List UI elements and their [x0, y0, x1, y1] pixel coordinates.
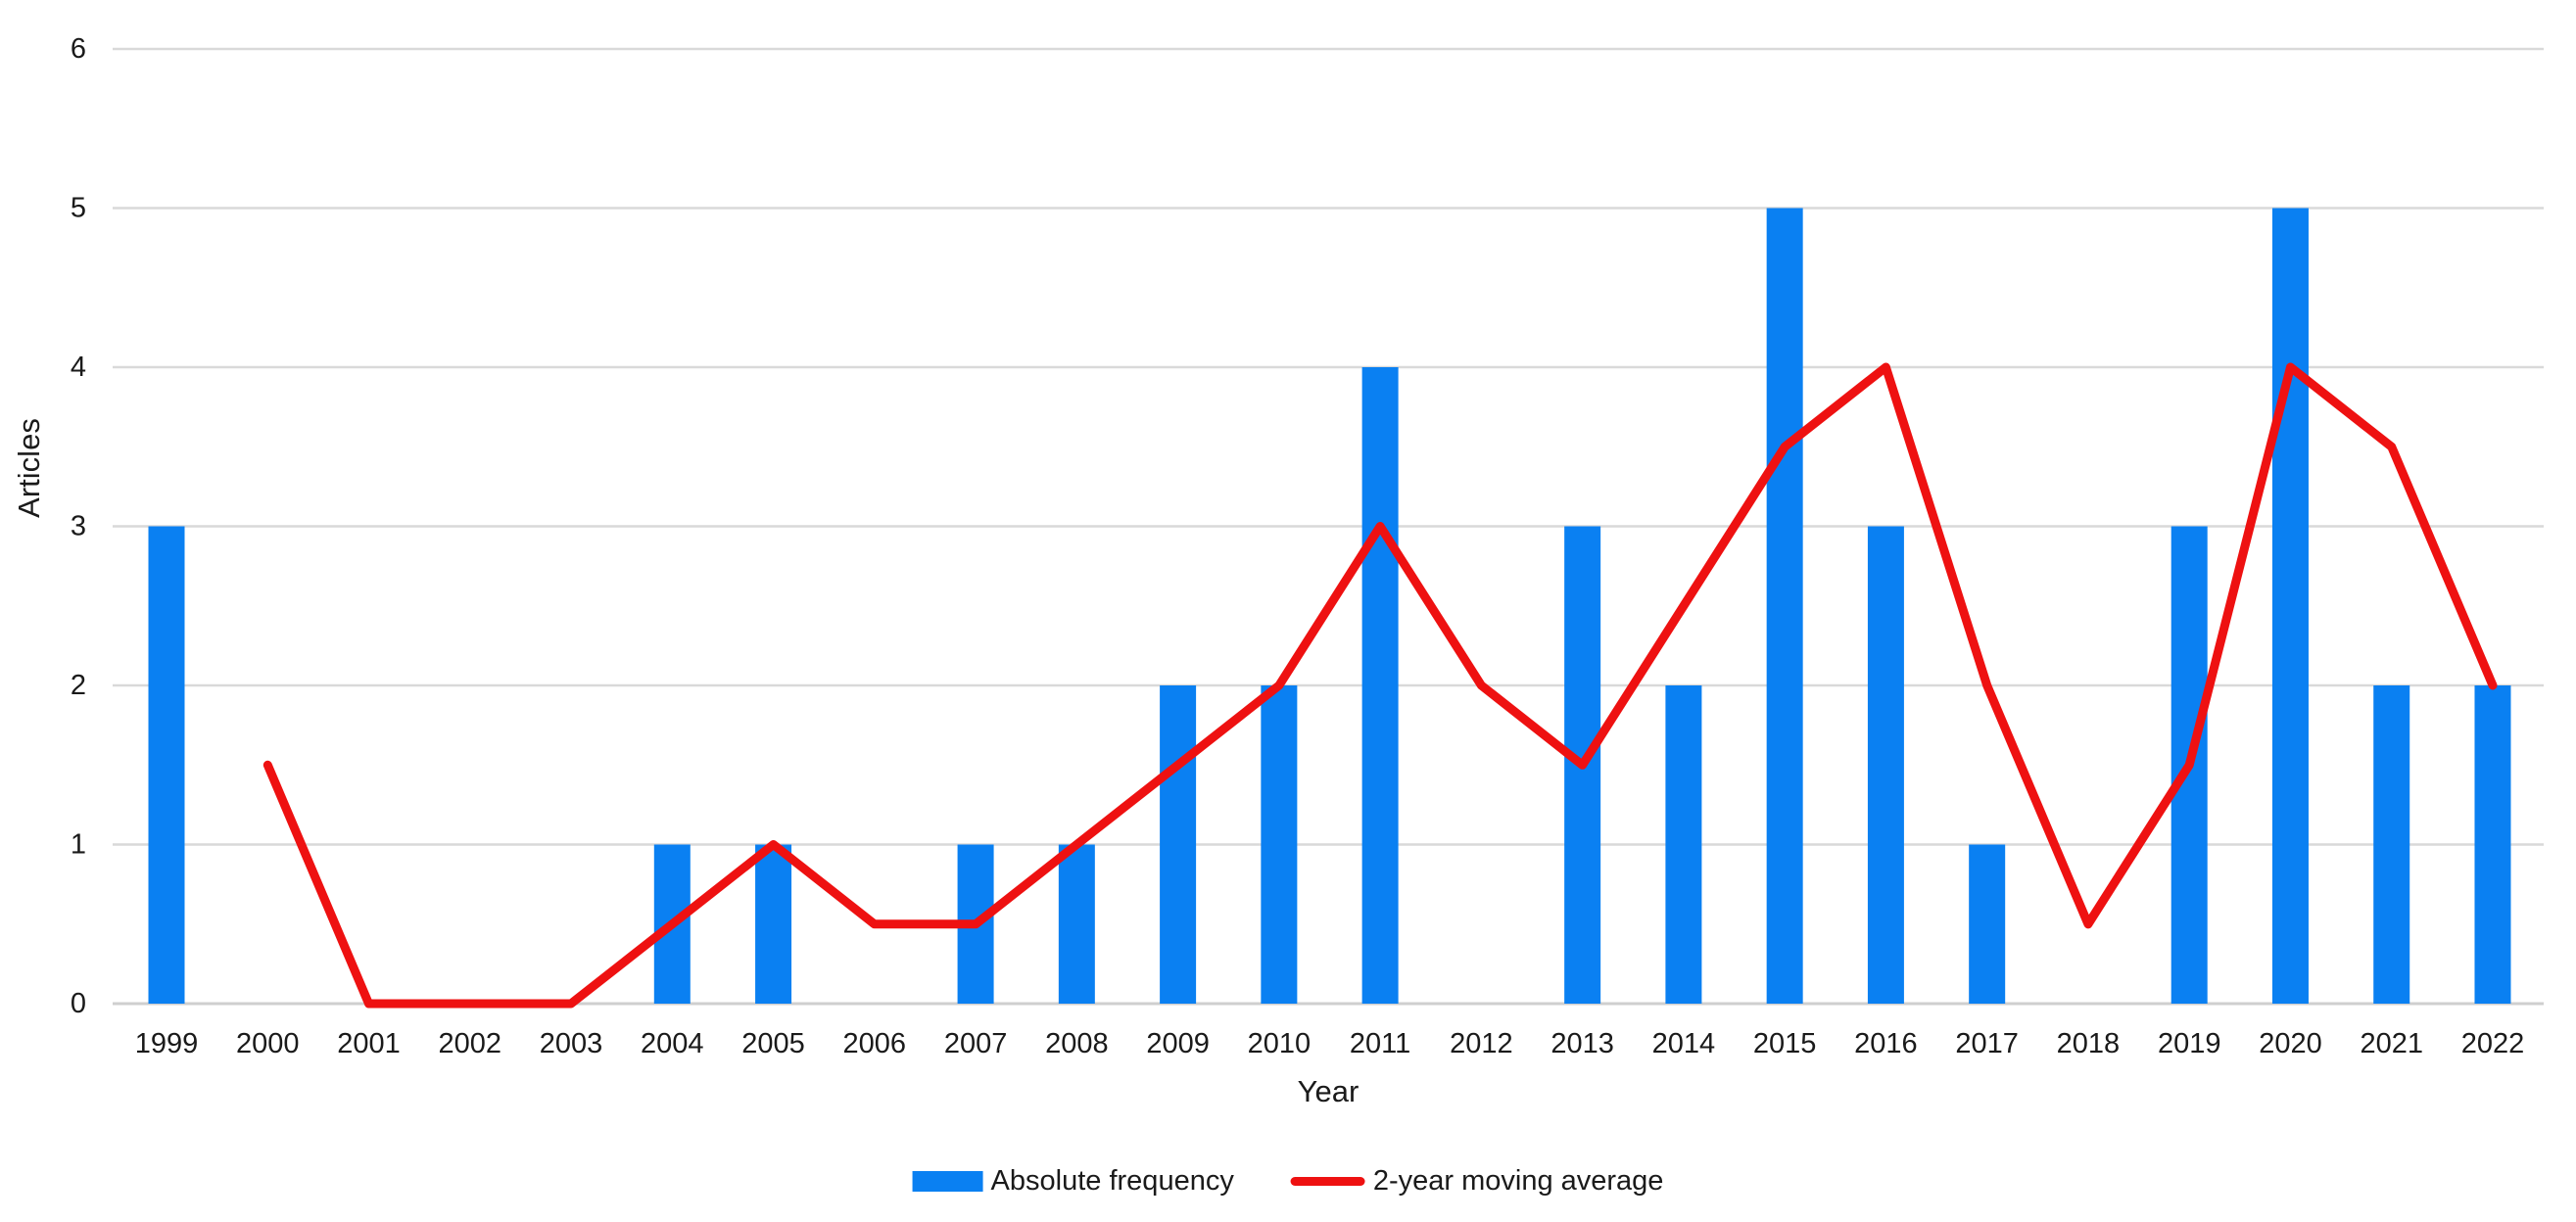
x-tick-label: 2014: [1652, 1028, 1716, 1059]
bar: [1665, 685, 1702, 1004]
bar-series: [148, 208, 2511, 1004]
x-tick-label: 2001: [337, 1028, 401, 1059]
bar: [148, 526, 185, 1004]
bar: [1867, 526, 1904, 1004]
y-tick-label: 0: [71, 988, 86, 1019]
x-tick-label: 2008: [1045, 1028, 1109, 1059]
x-tick-label: 2007: [944, 1028, 1008, 1059]
x-tick-label: 2004: [641, 1028, 704, 1059]
legend-label: Absolute frequency: [990, 1165, 1234, 1197]
gridlines: [113, 47, 2544, 1006]
line-series-swatch: [1290, 1177, 1365, 1186]
y-tick-label: 1: [71, 829, 86, 861]
x-tick-label: 2013: [1550, 1028, 1614, 1059]
legend-item-moving-average: 2-year moving average: [1290, 1165, 1664, 1198]
bar: [1058, 844, 1095, 1004]
y-axis-tick-labels: 0 1 2 3 4 5 6: [71, 33, 86, 1019]
x-tick-label: 2022: [2461, 1028, 2525, 1059]
y-tick-label: 4: [71, 352, 86, 383]
y-axis-title: Articles: [12, 418, 46, 518]
bar-series-swatch: [912, 1171, 983, 1192]
legend-label: 2-year moving average: [1372, 1165, 1664, 1197]
bar: [2271, 208, 2309, 1004]
x-tick-label: 2011: [1350, 1028, 1410, 1059]
x-tick-label: 2005: [741, 1028, 805, 1059]
y-tick-label: 5: [71, 193, 86, 224]
bar: [1766, 208, 1803, 1004]
x-tick-label: 2010: [1248, 1028, 1312, 1059]
x-tick-label: 2000: [236, 1028, 300, 1059]
legend-item-absolute-frequency: Absolute frequency: [912, 1165, 1234, 1198]
legend: Absolute frequency 2-year moving average: [912, 1165, 1664, 1198]
line-series: [262, 362, 2498, 1009]
x-tick-label: 2021: [2360, 1028, 2423, 1059]
x-tick-label: 2003: [540, 1028, 603, 1059]
bar: [755, 844, 792, 1004]
y-tick-label: 3: [71, 511, 86, 542]
x-tick-label: 2009: [1146, 1028, 1210, 1059]
x-axis-title: Year: [1298, 1074, 1360, 1108]
x-tick-label: 2006: [843, 1028, 907, 1059]
x-tick-label: 2020: [2259, 1028, 2322, 1059]
bar: [2373, 685, 2410, 1004]
x-tick-label: 2016: [1854, 1028, 1918, 1059]
x-tick-label: 2019: [2158, 1028, 2221, 1059]
x-tick-label: 2017: [1955, 1028, 2019, 1059]
moving-average-line: [262, 362, 2498, 1009]
bar: [1969, 844, 2006, 1004]
x-tick-label: 2002: [439, 1028, 502, 1059]
bar: [2474, 685, 2511, 1004]
x-axis-tick-labels: 1999 2000 2001 2002 2003 2004 2005 2006 2007 2008…: [135, 1028, 2524, 1059]
bar: [1361, 367, 1399, 1004]
bar: [1160, 685, 1197, 1004]
x-tick-label: 2012: [1450, 1028, 1513, 1059]
x-tick-label: 2015: [1753, 1028, 1817, 1059]
y-tick-label: 2: [71, 670, 86, 701]
x-tick-label: 2018: [2057, 1028, 2121, 1059]
bar: [1261, 685, 1298, 1004]
y-tick-label: 6: [71, 33, 86, 65]
x-tick-label: 1999: [135, 1028, 199, 1059]
